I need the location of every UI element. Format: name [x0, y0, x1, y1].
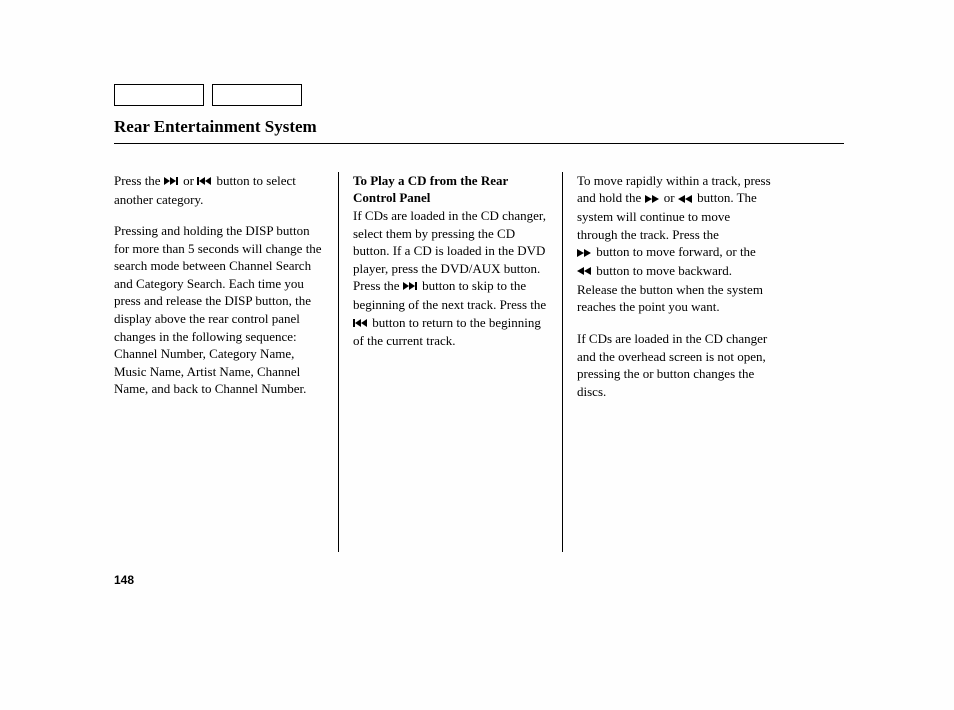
col1-para-2: Pressing and holding the DISP button for…: [114, 222, 324, 397]
skip-back-icon: [353, 314, 369, 332]
text-span: button to move forward, or the: [596, 244, 756, 259]
text-span: button to move backward. Release the but…: [577, 263, 763, 314]
col2-heading: To Play a CD from the Rear Control Panel: [353, 173, 508, 206]
text-span: or: [664, 190, 675, 205]
col3-para-1: To move rapidly within a track, press an…: [577, 172, 772, 316]
skip-forward-icon: [403, 277, 419, 295]
text-span: Press the: [114, 173, 161, 188]
skip-forward-icon: [164, 172, 180, 190]
column-3: To move rapidly within a track, press an…: [562, 172, 786, 552]
column-1: Press the or button to select another ca…: [114, 172, 338, 552]
fast-forward-icon: [645, 190, 661, 208]
page-number: 148: [114, 572, 134, 588]
text-span: button to return to the beginning of the…: [353, 315, 541, 349]
skip-back-icon: [197, 172, 213, 190]
tab-box-1: [114, 84, 204, 106]
manual-page: Rear Entertainment System Press the or b…: [114, 84, 844, 552]
tab-box-2: [212, 84, 302, 106]
column-2: To Play a CD from the Rear Control Panel…: [338, 172, 562, 552]
content-columns: Press the or button to select another ca…: [114, 172, 844, 552]
col3-para-2: If CDs are loaded in the CD changer and …: [577, 330, 772, 400]
rewind-icon: [678, 190, 694, 208]
header-tabs: [114, 84, 844, 106]
rewind-icon: [577, 262, 593, 280]
col1-para-1: Press the or button to select another ca…: [114, 172, 324, 208]
text-span: or: [183, 173, 194, 188]
page-title: Rear Entertainment System: [114, 116, 844, 144]
fast-forward-icon: [577, 244, 593, 262]
col2-para-1: To Play a CD from the Rear Control Panel…: [353, 172, 548, 350]
